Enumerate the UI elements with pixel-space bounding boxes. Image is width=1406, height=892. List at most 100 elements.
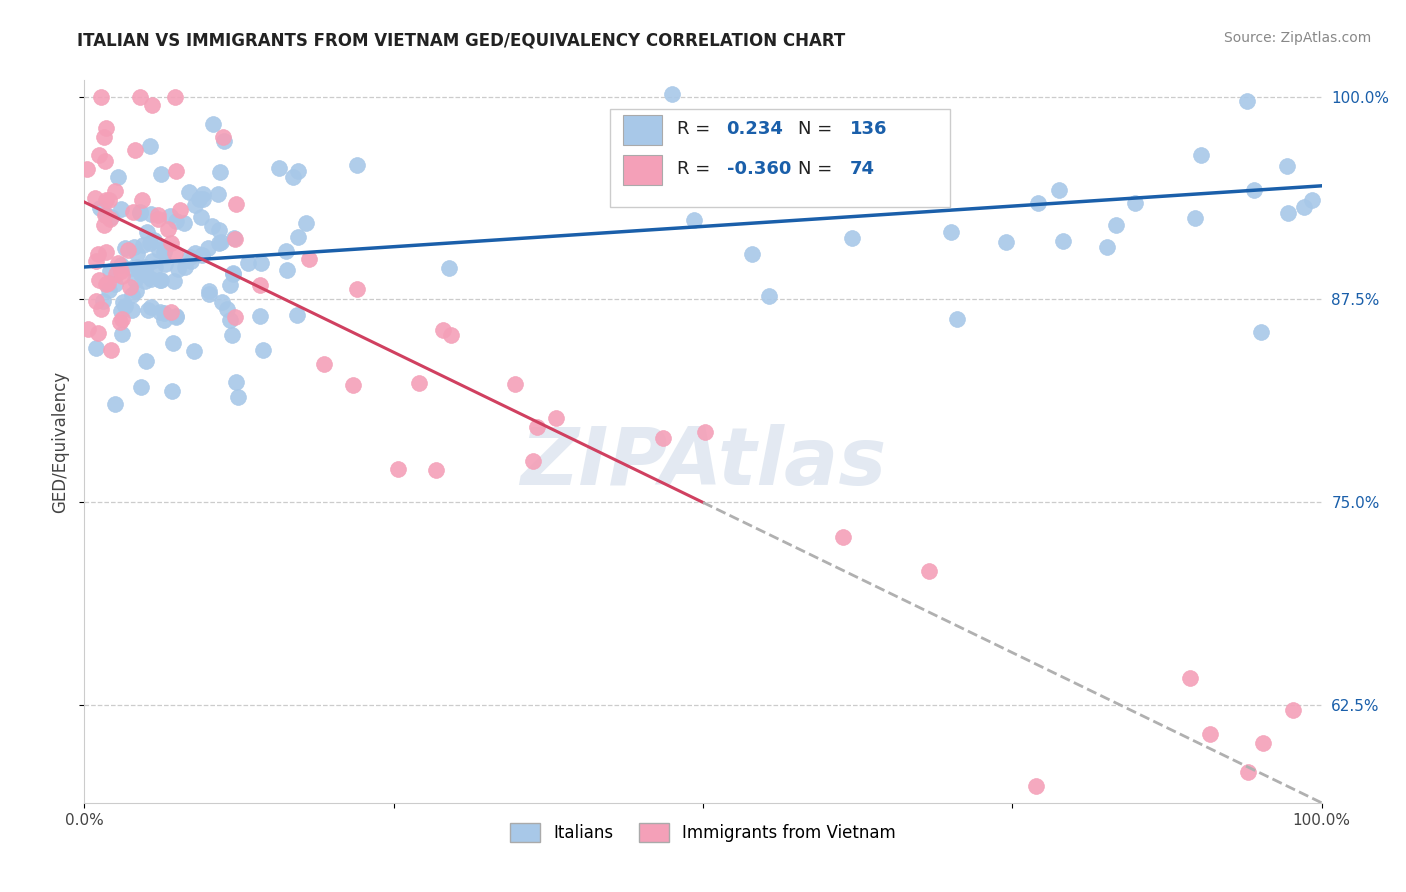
Bar: [623, 115, 662, 145]
Point: [97, 193, 120, 207]
Point: [236, 256, 259, 270]
Point: [1184, 211, 1206, 225]
Point: [149, 273, 172, 287]
Point: [165, 164, 187, 178]
Point: [165, 246, 187, 260]
Point: [160, 304, 183, 318]
Point: [274, 244, 297, 259]
Point: [86, 341, 108, 355]
Point: [222, 231, 245, 245]
Text: 74: 74: [851, 161, 876, 178]
Point: [287, 164, 309, 178]
Point: [160, 235, 183, 250]
Point: [156, 221, 179, 235]
Point: [174, 260, 197, 274]
Point: [121, 261, 143, 276]
Point: [142, 233, 165, 247]
Point: [249, 309, 271, 323]
Point: [165, 310, 187, 324]
Point: [141, 253, 163, 268]
Point: [87, 247, 110, 261]
Point: [121, 303, 143, 318]
Point: [252, 343, 274, 357]
Point: [191, 192, 214, 206]
Point: [191, 186, 214, 201]
Point: [148, 243, 170, 257]
Point: [1301, 193, 1323, 207]
Point: [994, 235, 1017, 249]
Point: [219, 278, 242, 293]
Point: [141, 98, 163, 112]
Y-axis label: GED/Equivalency: GED/Equivalency: [51, 370, 69, 513]
Point: [179, 250, 201, 264]
Point: [110, 303, 132, 318]
Point: [1178, 671, 1201, 685]
Bar: [623, 154, 662, 185]
Point: [110, 264, 132, 278]
Point: [105, 268, 128, 282]
Point: [222, 266, 245, 280]
Point: [87, 326, 110, 341]
Point: [425, 463, 447, 477]
Point: [125, 260, 148, 274]
Point: [225, 375, 247, 389]
Point: [211, 294, 233, 309]
Point: [98, 264, 121, 278]
Point: [87, 147, 110, 161]
Point: [128, 206, 150, 220]
Point: [84, 294, 107, 309]
Point: [505, 376, 527, 391]
Point: [141, 300, 163, 314]
Point: [104, 397, 127, 411]
Point: [169, 203, 191, 218]
Point: [135, 354, 157, 368]
Point: [165, 310, 187, 325]
Point: [281, 170, 304, 185]
Point: [107, 169, 129, 184]
Point: [208, 236, 231, 251]
Point: [841, 231, 863, 245]
Point: [162, 384, 184, 398]
Point: [97, 283, 120, 297]
Point: [180, 253, 202, 268]
Point: [295, 216, 318, 230]
Point: [683, 212, 706, 227]
Point: [661, 87, 683, 101]
Point: [741, 247, 763, 261]
Point: [1251, 736, 1274, 750]
Point: [90, 89, 112, 103]
Point: [110, 258, 132, 272]
Point: [208, 165, 231, 179]
Point: [432, 323, 454, 337]
Point: [114, 299, 136, 313]
Point: [138, 236, 160, 251]
Point: [1199, 726, 1222, 740]
Point: [163, 89, 186, 103]
Point: [440, 328, 463, 343]
Point: [159, 209, 181, 223]
Point: [207, 187, 229, 202]
Point: [1052, 234, 1074, 248]
Point: [125, 247, 148, 261]
Point: [124, 143, 146, 157]
Point: [150, 167, 173, 181]
Point: [197, 284, 219, 298]
Point: [135, 226, 157, 240]
Point: [134, 274, 156, 288]
Point: [83, 191, 105, 205]
Point: [111, 294, 134, 309]
Point: [165, 214, 187, 228]
Point: [298, 252, 321, 267]
Point: [84, 253, 107, 268]
Point: [821, 153, 844, 168]
Point: [87, 273, 110, 287]
Point: [150, 272, 173, 286]
Point: [143, 260, 166, 275]
Point: [267, 161, 290, 175]
Point: [94, 154, 117, 169]
Point: [183, 246, 205, 260]
Point: [94, 208, 117, 222]
Point: [1282, 703, 1305, 717]
Point: [217, 301, 239, 316]
Point: [111, 327, 134, 342]
